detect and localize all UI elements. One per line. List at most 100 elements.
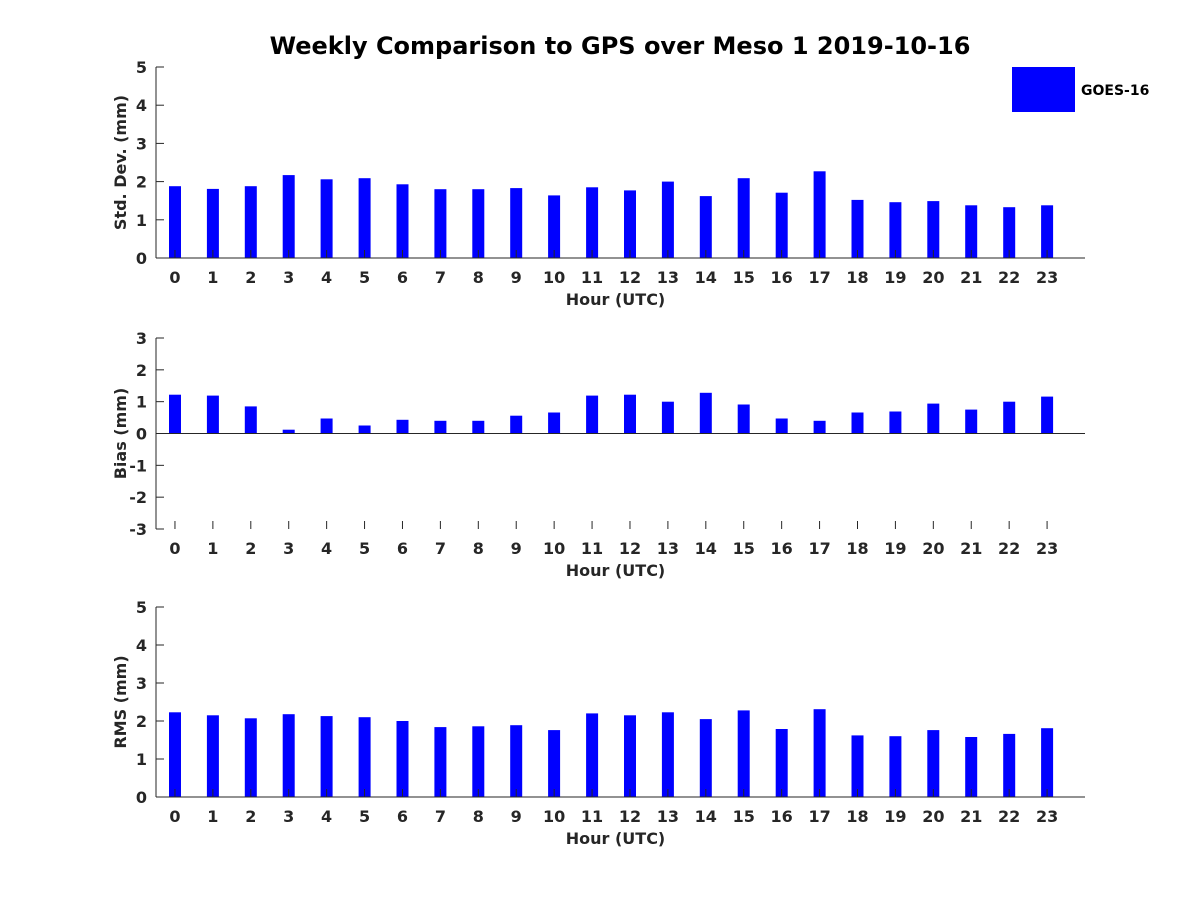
- bar-2-hour-13: [661, 401, 674, 434]
- x-tick-label-3-7: 7: [435, 807, 446, 826]
- x-tick-label-3-22: 22: [998, 807, 1020, 826]
- x-tick-label-3-10: 10: [543, 807, 565, 826]
- bar-3-hour-20: [927, 730, 940, 797]
- bar-3-hour-14: [699, 719, 712, 797]
- bar-3-hour-8: [472, 726, 485, 797]
- y-tick-label-3-1: 1: [136, 750, 147, 769]
- bar-3-hour-16: [775, 729, 788, 797]
- x-tick-label-3-11: 11: [581, 807, 603, 826]
- y-axis-label-1: Std. Dev. (mm): [111, 95, 130, 230]
- bar-1-hour-20: [927, 201, 940, 258]
- x-tick-label-3-12: 12: [619, 807, 641, 826]
- bar-3-hour-19: [889, 736, 902, 797]
- x-tick-label-2-20: 20: [922, 539, 944, 558]
- x-tick-label-1-6: 6: [397, 268, 408, 287]
- x-tick-label-2-2: 2: [245, 539, 256, 558]
- x-tick-label-2-1: 1: [207, 539, 218, 558]
- x-tick-label-1-19: 19: [884, 268, 906, 287]
- y-tick-label-1-4: 4: [136, 96, 147, 115]
- y-axis-label-2: Bias (mm): [111, 388, 130, 480]
- x-tick-label-2-4: 4: [321, 539, 332, 558]
- y-tick-label-1-2: 2: [136, 173, 147, 192]
- bar-1-hour-6: [396, 184, 409, 258]
- bar-1-hour-21: [965, 205, 978, 258]
- bar-2-hour-12: [624, 394, 636, 434]
- x-tick-label-2-21: 21: [960, 539, 982, 558]
- x-tick-label-2-6: 6: [397, 539, 408, 558]
- x-tick-label-2-22: 22: [998, 539, 1020, 558]
- x-tick-label-1-17: 17: [808, 268, 830, 287]
- x-axis-label-1: Hour (UTC): [566, 290, 666, 309]
- x-tick-label-1-9: 9: [511, 268, 522, 287]
- x-tick-label-2-17: 17: [808, 539, 830, 558]
- bar-3-hour-0: [169, 712, 181, 797]
- bar-1-hour-14: [699, 196, 712, 258]
- y-tick-label-3-3: 3: [136, 674, 147, 693]
- bar-1-hour-7: [434, 189, 447, 258]
- bar-3-hour-22: [1003, 733, 1016, 797]
- bar-1-hour-23: [1041, 205, 1054, 258]
- bar-3-hour-11: [586, 713, 599, 797]
- x-tick-label-1-14: 14: [695, 268, 717, 287]
- x-tick-label-3-14: 14: [695, 807, 717, 826]
- y-tick-label-2--3: -3: [129, 520, 147, 539]
- x-tick-label-2-10: 10: [543, 539, 565, 558]
- x-tick-label-2-8: 8: [473, 539, 484, 558]
- x-tick-label-3-9: 9: [511, 807, 522, 826]
- bar-1-hour-19: [889, 202, 902, 258]
- x-tick-label-1-3: 3: [283, 268, 294, 287]
- bar-3-hour-3: [282, 714, 295, 797]
- x-tick-label-3-23: 23: [1036, 807, 1058, 826]
- x-tick-label-1-10: 10: [543, 268, 565, 287]
- y-tick-label-1-1: 1: [136, 211, 147, 230]
- bar-2-hour-7: [434, 420, 447, 434]
- y-tick-label-3-2: 2: [136, 712, 147, 731]
- bar-3-hour-18: [851, 735, 864, 797]
- bar-1-hour-12: [624, 190, 636, 258]
- bar-3-hour-17: [813, 709, 826, 797]
- x-tick-label-3-8: 8: [473, 807, 484, 826]
- y-tick-label-2--1: -1: [129, 456, 147, 475]
- bar-1-hour-2: [244, 186, 257, 258]
- x-tick-label-2-16: 16: [771, 539, 793, 558]
- x-axis-label-3: Hour (UTC): [566, 829, 666, 848]
- bar-2-hour-16: [775, 418, 788, 434]
- x-tick-label-1-5: 5: [359, 268, 370, 287]
- x-tick-label-2-0: 0: [169, 539, 180, 558]
- y-tick-label-1-0: 0: [136, 249, 147, 268]
- x-tick-label-2-13: 13: [657, 539, 679, 558]
- x-tick-label-1-15: 15: [733, 268, 755, 287]
- x-tick-label-3-15: 15: [733, 807, 755, 826]
- bar-2-hour-10: [548, 412, 561, 434]
- bar-2-hour-15: [737, 404, 750, 434]
- x-tick-label-3-2: 2: [245, 807, 256, 826]
- bar-2-hour-9: [510, 415, 523, 434]
- bar-1-hour-16: [775, 192, 788, 258]
- bar-1-hour-15: [737, 178, 750, 258]
- bar-1-hour-8: [472, 189, 485, 258]
- bar-3-hour-10: [548, 730, 561, 797]
- y-tick-label-3-4: 4: [136, 636, 147, 655]
- x-tick-label-1-13: 13: [657, 268, 679, 287]
- bar-1-hour-0: [169, 186, 181, 258]
- y-tick-label-1-5: 5: [136, 58, 147, 77]
- x-tick-label-3-18: 18: [846, 807, 868, 826]
- bar-3-hour-1: [206, 715, 219, 797]
- bar-3-hour-4: [320, 716, 333, 797]
- x-tick-label-3-16: 16: [771, 807, 793, 826]
- bar-1-hour-3: [282, 175, 295, 258]
- x-tick-label-3-6: 6: [397, 807, 408, 826]
- bar-2-hour-18: [851, 412, 864, 434]
- bar-1-hour-4: [320, 179, 333, 258]
- x-tick-label-3-17: 17: [808, 807, 830, 826]
- x-tick-label-1-12: 12: [619, 268, 641, 287]
- bar-1-hour-9: [510, 188, 523, 258]
- x-tick-label-3-20: 20: [922, 807, 944, 826]
- bar-2-hour-21: [965, 409, 978, 434]
- x-tick-label-1-11: 11: [581, 268, 603, 287]
- x-tick-label-1-16: 16: [771, 268, 793, 287]
- y-tick-label-2-0: 0: [136, 425, 147, 444]
- x-tick-label-2-3: 3: [283, 539, 294, 558]
